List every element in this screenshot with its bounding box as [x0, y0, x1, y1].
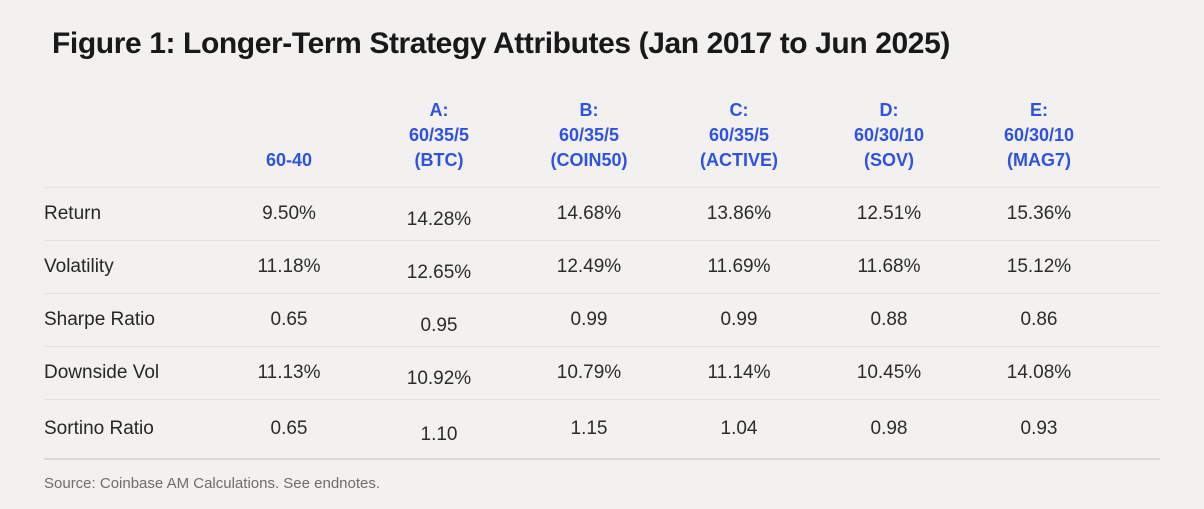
value-text: 9.50%	[262, 203, 316, 224]
value-cell: 12.51%	[814, 187, 964, 241]
value-cell: 11.13%	[214, 346, 364, 400]
metric-label: Sortino Ratio	[44, 399, 214, 460]
value-cell: 0.65	[214, 399, 364, 460]
metric-label: Downside Vol	[44, 346, 214, 400]
metric-label: Sharpe Ratio	[44, 293, 214, 347]
value-cell: 0.99	[664, 293, 814, 347]
value-cell: 11.68%	[814, 240, 964, 294]
row-spacer	[1114, 187, 1160, 241]
value-text: 1.04	[720, 418, 758, 439]
value-cell: 10.79%	[514, 346, 664, 400]
value-cell: 14.08%	[964, 346, 1114, 400]
value-text: 12.51%	[856, 203, 922, 224]
value-text: 0.88	[870, 309, 908, 330]
value-cell: 11.69%	[664, 240, 814, 294]
column-header-c-active: C: 60/35/5 (ACTIVE)	[664, 62, 814, 188]
row-spacer	[1114, 293, 1160, 347]
value-text: 11.14%	[707, 362, 771, 383]
value-text: 10.92%	[406, 368, 472, 389]
strategy-attributes-table-wrap: 60-40 A: 60/35/5 (BTC) B: 60/35/5 (COIN5…	[44, 62, 1160, 460]
column-header-60-40: 60-40	[214, 62, 364, 188]
metric-column-header	[44, 62, 214, 188]
value-text: 10.45%	[856, 362, 922, 383]
value-cell: 0.95	[364, 293, 514, 347]
value-text: 0.86	[1020, 309, 1058, 330]
value-cell: 11.14%	[664, 346, 814, 400]
value-text: 15.36%	[1006, 203, 1072, 224]
header-spacer	[1114, 62, 1160, 188]
value-cell: 0.65	[214, 293, 364, 347]
value-text: 12.49%	[556, 256, 622, 277]
column-header-b-coin50: B: 60/35/5 (COIN50)	[514, 62, 664, 188]
value-text: 10.79%	[556, 362, 622, 383]
value-text: 15.12%	[1006, 256, 1072, 277]
value-cell: 1.04	[664, 399, 814, 460]
value-text: 14.08%	[1006, 362, 1072, 383]
table-row-sharpe-ratio: Sharpe Ratio 0.65 0.95 0.99 0.99 0.88 0.…	[44, 293, 1160, 347]
value-cell: 0.93	[964, 399, 1114, 460]
value-cell: 12.49%	[514, 240, 664, 294]
value-cell: 0.88	[814, 293, 964, 347]
value-cell: 14.28%	[364, 187, 514, 241]
row-spacer	[1114, 399, 1160, 460]
value-cell: 1.15	[514, 399, 664, 460]
value-text: 13.86%	[706, 203, 772, 224]
column-header-a-btc: A: 60/35/5 (BTC)	[364, 62, 514, 188]
value-cell: 0.99	[514, 293, 664, 347]
column-header-d-sov: D: 60/30/10 (SOV)	[814, 62, 964, 188]
value-text: 1.15	[570, 418, 608, 439]
value-text: 14.68%	[556, 203, 622, 224]
value-text: 0.65	[270, 418, 308, 439]
value-cell: 14.68%	[514, 187, 664, 241]
value-text: 11.18%	[257, 256, 321, 277]
value-cell: 9.50%	[214, 187, 364, 241]
value-text: 0.93	[1020, 418, 1058, 439]
value-cell: 1.10	[364, 399, 514, 460]
value-cell: 15.36%	[964, 187, 1114, 241]
value-cell: 12.65%	[364, 240, 514, 294]
value-text: 0.98	[870, 418, 908, 439]
figure-title: Figure 1: Longer-Term Strategy Attribute…	[52, 27, 950, 60]
row-spacer	[1114, 346, 1160, 400]
table-row-return: Return 9.50% 14.28% 14.68% 13.86% 12.51%…	[44, 187, 1160, 241]
value-cell: 0.86	[964, 293, 1114, 347]
table-row-volatility: Volatility 11.18% 12.65% 12.49% 11.69% 1…	[44, 240, 1160, 294]
value-text: 0.65	[270, 309, 308, 330]
value-text: 0.95	[420, 315, 458, 336]
metric-label: Volatility	[44, 240, 214, 294]
value-cell: 13.86%	[664, 187, 814, 241]
value-text: 12.65%	[406, 262, 472, 283]
value-cell: 10.45%	[814, 346, 964, 400]
value-text: 11.13%	[257, 362, 321, 383]
column-header-e-mag7: E: 60/30/10 (MAG7)	[964, 62, 1114, 188]
value-text: 11.69%	[707, 256, 771, 277]
value-cell: 11.18%	[214, 240, 364, 294]
source-note: Source: Coinbase AM Calculations. See en…	[44, 475, 381, 492]
value-cell: 15.12%	[964, 240, 1114, 294]
row-spacer	[1114, 240, 1160, 294]
value-cell: 10.92%	[364, 346, 514, 400]
value-cell: 0.98	[814, 399, 964, 460]
strategy-attributes-table: 60-40 A: 60/35/5 (BTC) B: 60/35/5 (COIN5…	[44, 62, 1160, 460]
table-row-downside-vol: Downside Vol 11.13% 10.92% 10.79% 11.14%…	[44, 346, 1160, 400]
value-text: 11.68%	[857, 256, 921, 277]
value-text: 1.10	[420, 424, 458, 445]
table-row-sortino-ratio: Sortino Ratio 0.65 1.10 1.15 1.04 0.98 0…	[44, 399, 1160, 460]
value-text: 14.28%	[406, 209, 472, 230]
value-text: 0.99	[570, 309, 608, 330]
value-text: 0.99	[720, 309, 758, 330]
header-row: 60-40 A: 60/35/5 (BTC) B: 60/35/5 (COIN5…	[44, 62, 1160, 188]
metric-label: Return	[44, 187, 214, 241]
